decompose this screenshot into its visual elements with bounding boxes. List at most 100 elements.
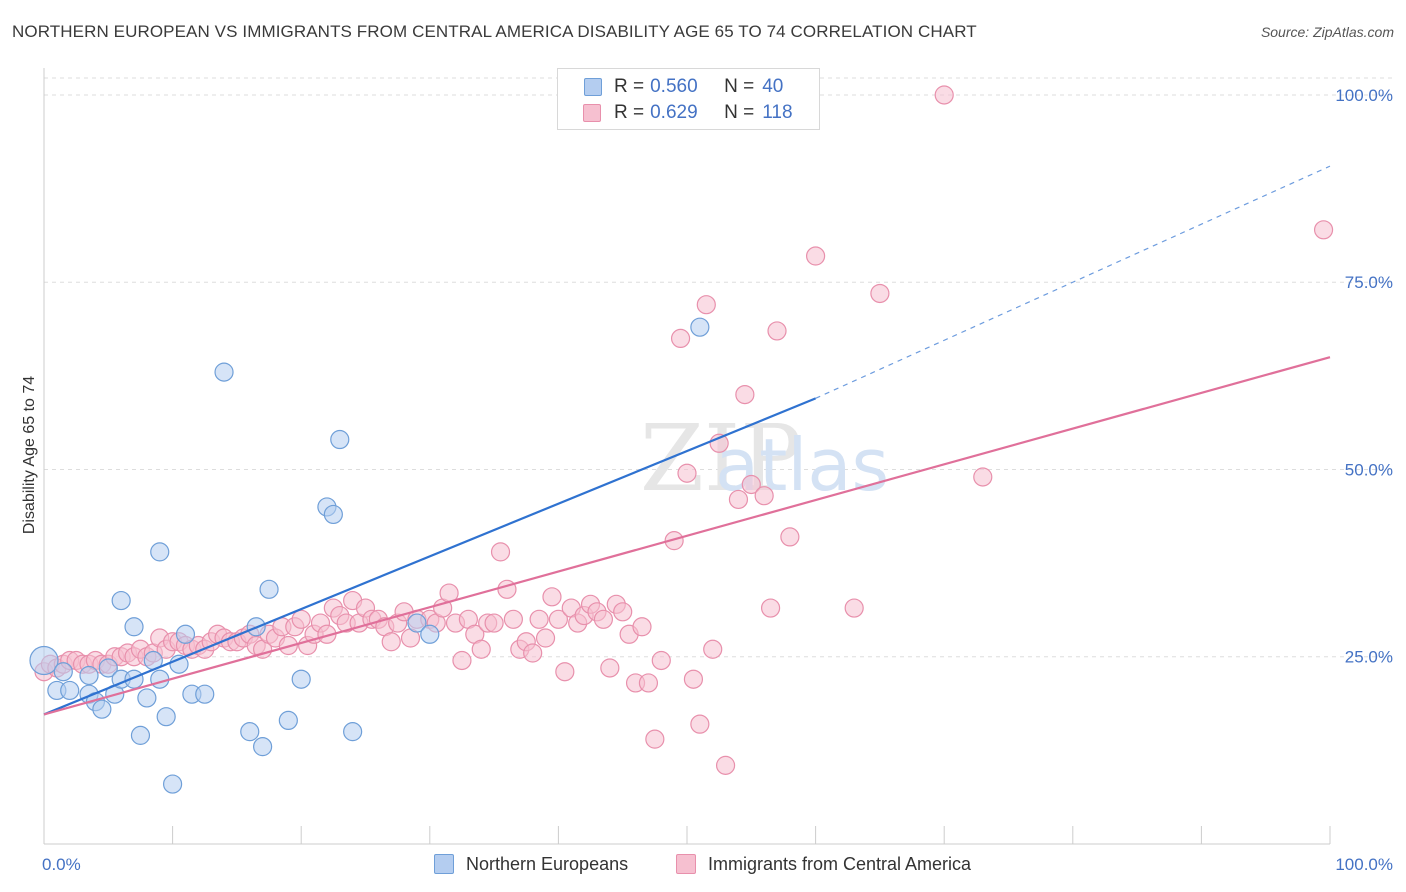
legend-row-northern: R = 0.560 N = 40 xyxy=(584,75,783,99)
bottom-legend-northern: Northern Europeans xyxy=(434,852,628,876)
point-immigrants xyxy=(870,283,890,304)
point-immigrants xyxy=(529,609,549,629)
series-immigrants-points xyxy=(34,85,1334,775)
legend-n-value: 118 xyxy=(762,102,793,123)
legend: R = 0.560 N = 40 R = 0.629 N = 118 xyxy=(557,68,820,130)
y-axis-label: Disability Age 65 to 74 xyxy=(21,376,38,534)
point-immigrants xyxy=(683,669,704,689)
y-tick-label: 100.0% xyxy=(1335,86,1393,105)
point-northern xyxy=(98,658,118,678)
bottom-legend-immigrants: Immigrants from Central America xyxy=(676,852,971,876)
legend-n-label: N = xyxy=(724,102,755,123)
point-immigrants xyxy=(452,650,472,671)
point-northern xyxy=(195,684,215,704)
point-immigrants xyxy=(613,602,633,622)
y-tick-label: 25.0% xyxy=(1345,648,1393,667)
x-tick-label: 0.0% xyxy=(42,855,81,874)
point-immigrants xyxy=(555,662,575,682)
point-immigrants xyxy=(703,639,723,659)
point-northern xyxy=(169,654,189,674)
point-northern xyxy=(150,542,170,562)
legend-swatch-blue xyxy=(584,78,602,96)
legend-r-value: 0.629 xyxy=(650,102,698,123)
point-immigrants xyxy=(780,527,800,547)
bottom-swatch-blue xyxy=(434,854,454,874)
point-northern xyxy=(92,699,112,719)
point-northern xyxy=(150,669,170,689)
point-northern xyxy=(53,662,73,682)
trend-line-northern-extension xyxy=(815,165,1331,399)
series-northern-points xyxy=(29,317,710,794)
point-immigrants xyxy=(844,598,864,618)
point-immigrants xyxy=(638,673,659,693)
y-tick-label: 75.0% xyxy=(1345,273,1393,292)
point-immigrants xyxy=(1313,220,1334,240)
legend-swatch-pink xyxy=(583,104,601,122)
point-northern xyxy=(60,680,80,701)
point-northern xyxy=(137,688,157,708)
x-tick-label: 100.0% xyxy=(1335,855,1393,874)
point-northern xyxy=(79,665,99,686)
trend-line-immigrants xyxy=(43,356,1331,716)
point-immigrants xyxy=(760,598,781,618)
legend-r-label: R = xyxy=(614,76,645,97)
point-northern xyxy=(330,429,350,450)
point-immigrants xyxy=(548,609,569,629)
trend-lines xyxy=(43,165,1331,716)
legend-r-value: 0.560 xyxy=(650,76,698,97)
bottom-swatch-pink xyxy=(676,854,696,874)
bottom-legend-label: Immigrants from Central America xyxy=(708,853,972,874)
point-immigrants xyxy=(593,609,614,629)
point-immigrants xyxy=(471,639,491,659)
point-immigrants xyxy=(934,85,954,105)
point-immigrants xyxy=(542,587,562,607)
point-northern xyxy=(420,624,440,644)
source-label: Source: ZipAtlas.com xyxy=(1260,24,1394,40)
point-northern xyxy=(343,722,363,742)
point-immigrants xyxy=(754,486,774,506)
axes xyxy=(43,68,1331,845)
y-tick-label: 50.0% xyxy=(1345,460,1393,479)
point-northern xyxy=(253,737,273,757)
point-immigrants xyxy=(632,617,652,637)
trend-line-northern xyxy=(43,397,817,716)
point-northern xyxy=(111,590,131,611)
point-immigrants xyxy=(535,628,556,648)
legend-n-label: N = xyxy=(724,76,755,97)
point-immigrants xyxy=(484,613,504,633)
point-immigrants xyxy=(741,474,761,495)
point-immigrants xyxy=(973,467,993,487)
legend-row-immigrants: R = 0.629 N = 118 xyxy=(583,101,793,125)
bottom-legend-label: Northern Europeans xyxy=(466,853,629,874)
point-immigrants xyxy=(523,643,543,663)
point-immigrants xyxy=(805,246,826,266)
point-northern xyxy=(124,617,144,637)
point-immigrants xyxy=(651,650,671,671)
point-immigrants xyxy=(503,609,523,629)
legend-n-value: 40 xyxy=(762,76,784,97)
point-immigrants xyxy=(490,542,511,562)
y-tick-labels: 25.0% 50.0% 75.0% 100.0% xyxy=(1335,86,1393,667)
point-immigrants xyxy=(677,463,697,483)
point-immigrants xyxy=(600,658,620,678)
point-northern xyxy=(175,624,196,644)
point-immigrants xyxy=(690,714,710,734)
point-immigrants xyxy=(715,755,736,775)
legend-r-label: R = xyxy=(614,102,645,123)
point-immigrants xyxy=(645,729,665,749)
point-northern xyxy=(690,317,710,337)
x-tick-labels: 0.0% 100.0% xyxy=(42,855,1393,874)
chart-title: NORTHERN EUROPEAN VS IMMIGRANTS FROM CEN… xyxy=(12,22,977,41)
point-immigrants xyxy=(670,328,691,349)
point-northern xyxy=(240,722,260,742)
point-northern xyxy=(407,613,427,633)
point-immigrants xyxy=(735,384,755,405)
point-immigrants xyxy=(696,295,716,315)
point-northern xyxy=(214,362,234,382)
point-northern xyxy=(323,504,343,525)
point-immigrants xyxy=(664,531,684,551)
point-northern xyxy=(291,669,311,689)
point-immigrants xyxy=(728,489,749,510)
point-northern xyxy=(29,645,59,676)
